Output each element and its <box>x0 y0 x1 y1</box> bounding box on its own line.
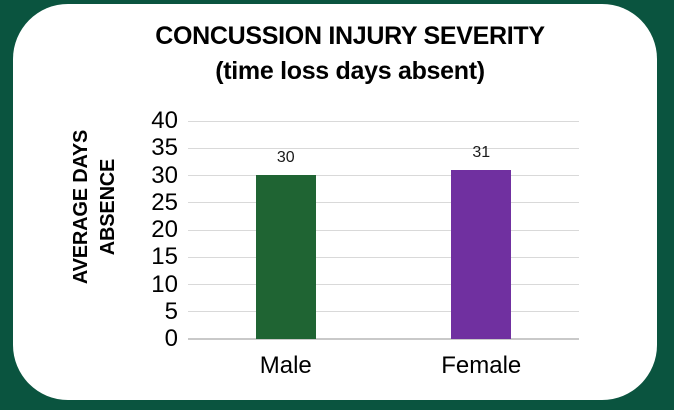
data-label-male: 30 <box>276 149 295 166</box>
x-axis-label-female: Female <box>441 352 522 379</box>
y-tick-label-15: 15 <box>151 243 178 271</box>
y-tick-label-40: 40 <box>151 107 178 134</box>
y-tick-label-35: 35 <box>151 134 178 162</box>
gridline-5 <box>188 311 579 313</box>
gridline-15 <box>188 256 579 258</box>
y-tick-label-20: 20 <box>151 216 178 243</box>
gridline-40 <box>188 120 579 122</box>
y-tick-label-0: 0 <box>164 325 178 352</box>
chart-title: CONCUSSION INJURY SEVERITY <box>155 22 545 50</box>
x-axis-line <box>188 338 579 340</box>
bar-male <box>255 175 316 339</box>
y-axis-title: AVERAGE DAYS ABSENCE <box>68 87 126 327</box>
y-axis-title-line-1: AVERAGE DAYS <box>70 129 92 285</box>
y-tick-label-30: 30 <box>151 161 178 189</box>
data-label-female: 31 <box>472 144 491 161</box>
gridline-35 <box>188 147 579 149</box>
y-tick-label-10: 10 <box>151 270 178 298</box>
x-axis-label-male: Male <box>259 352 312 379</box>
gridline-20 <box>188 229 579 231</box>
y-tick-label-25: 25 <box>151 188 178 216</box>
gridline-25 <box>188 202 579 204</box>
chart-card <box>13 4 657 400</box>
y-axis-title-line-2: ABSENCE <box>97 158 119 256</box>
gridline-10 <box>188 284 579 285</box>
gridline-30 <box>188 175 579 176</box>
chart-title-block: CONCUSSION INJURY SEVERITY (time loss da… <box>120 19 580 89</box>
y-tick-label-5: 5 <box>164 297 178 325</box>
bar-female <box>451 170 512 339</box>
chart-subtitle: (time loss days absent) <box>215 57 485 85</box>
